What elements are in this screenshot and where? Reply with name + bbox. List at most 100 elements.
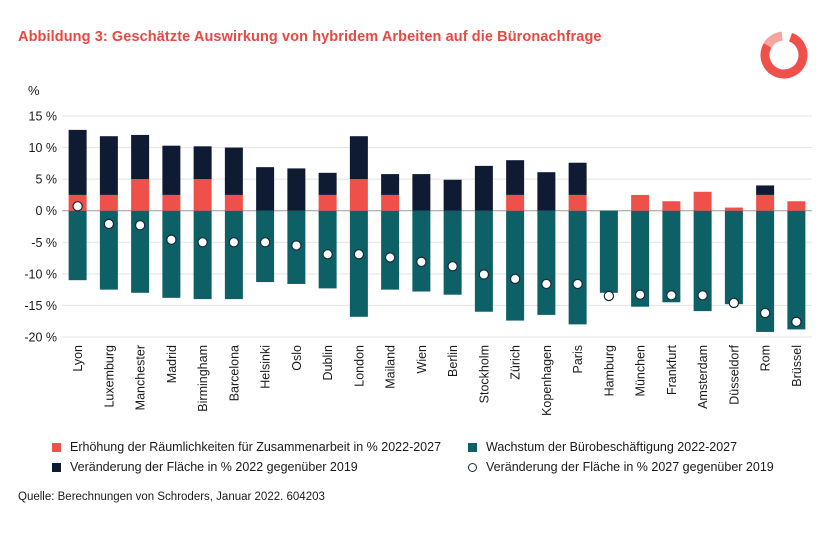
marker-change2027-2 [134, 220, 146, 231]
x-tick-label: Madrid [165, 345, 179, 383]
legend-marker-change2027 [468, 462, 477, 472]
bar-change2019-6 [256, 167, 275, 211]
marker-change2027-14 [509, 273, 521, 285]
x-tick-label: München [634, 345, 648, 396]
x-tick-label: Manchester [134, 345, 148, 410]
legend-swatch-change2019 [52, 462, 61, 472]
bar-growth-14 [506, 210, 525, 321]
bar-change2019-2 [131, 134, 150, 180]
bar-growth-9 [349, 210, 368, 317]
x-tick-label: London [352, 345, 366, 387]
bar-collab-21 [724, 207, 743, 211]
bar-collab-14 [506, 194, 525, 211]
markers [72, 201, 802, 328]
bar-collab-22 [756, 194, 775, 211]
bar-collab-1 [99, 194, 118, 211]
y-tick-label: -5 % [31, 236, 57, 250]
legend-label-change2027: Veränderung der Fläche in % 2027 gegenüb… [486, 460, 774, 474]
bar-growth-16 [568, 210, 587, 325]
bar-growth-23 [787, 210, 806, 330]
chart-canvas: 15 % 10 % 5 % 0 % -5 % -10 % -15 % -20 % Lyon Lu… [24, 110, 812, 416]
legend-item-change2027: Veränderung der Fläche in % 2027 gegenüb… [468, 460, 774, 474]
bar-growth-21 [724, 210, 743, 305]
x-axis: Lyon Luxemburg Manchester Madrid Birmingham B… [71, 344, 804, 415]
marker-change2027-12 [447, 261, 458, 272]
bar-growth-22 [756, 210, 775, 332]
bar-change2019-7 [287, 168, 306, 211]
marker-change2027-20 [697, 290, 708, 301]
bar-change2019-13 [474, 165, 493, 211]
bar-change2019-10 [381, 174, 400, 195]
bar-collab-20 [693, 191, 712, 211]
x-tick-label: Mailand [384, 345, 398, 389]
brand-logo [760, 31, 808, 79]
bar-growth-4 [193, 210, 212, 300]
x-tick-label: Frankfurt [665, 344, 679, 395]
bar-change2019-11 [412, 174, 431, 211]
bar-change2019-15 [537, 172, 556, 211]
y-tick-label: -15 % [24, 299, 57, 313]
marker-change2027-4 [197, 237, 208, 248]
marker-change2027-0 [72, 201, 83, 212]
bar-change2019-9 [349, 136, 368, 180]
bar-growth-2 [131, 210, 150, 293]
x-tick-label: Dublin [321, 345, 335, 380]
x-tick-label: Lyon [71, 345, 85, 372]
bar-collab-4 [193, 179, 212, 211]
bar-growth-0 [68, 210, 87, 281]
bar-growth-15 [537, 210, 556, 315]
grid [62, 115, 812, 338]
bar-growth-19 [662, 210, 681, 303]
x-tick-label: Amsterdam [696, 345, 710, 409]
bar-change2019-22 [756, 185, 775, 195]
legend-swatch-collab [52, 442, 61, 452]
x-tick-label: Zürich [509, 345, 523, 380]
marker-change2027-11 [416, 256, 427, 268]
bar-growth-10 [381, 210, 400, 290]
bar-collab-3 [162, 194, 181, 211]
bars [68, 129, 806, 332]
x-tick-label: Rom [759, 345, 773, 371]
bar-growth-17 [599, 210, 618, 293]
x-tick-label: Hamburg [602, 345, 616, 396]
x-tick-label: Birmingham [196, 345, 210, 412]
marker-change2027-19 [666, 290, 677, 301]
marker-change2027-16 [572, 278, 583, 290]
marker-change2027-7 [291, 240, 302, 251]
marker-change2027-6 [259, 237, 271, 248]
bar-collab-18 [631, 194, 650, 211]
y-tick-label: 0 % [35, 204, 57, 218]
bar-growth-1 [99, 210, 118, 290]
bar-change2019-12 [443, 179, 462, 211]
bar-change2019-5 [224, 147, 243, 195]
bar-collab-9 [349, 179, 368, 211]
marker-change2027-3 [166, 234, 177, 245]
marker-change2027-9 [353, 249, 365, 260]
bar-growth-3 [162, 210, 181, 298]
bar-growth-11 [412, 210, 431, 292]
bar-change2019-3 [162, 145, 181, 195]
legend-label-change2019: Veränderung der Fläche in % 2022 gegenüb… [70, 460, 358, 474]
bar-collab-2 [131, 179, 150, 211]
marker-change2027-18 [634, 289, 646, 300]
chart-title: Abbildung 3: Geschätzte Auswirkung von h… [18, 29, 602, 45]
bar-growth-5 [224, 210, 243, 300]
y-tick-label: 5 % [35, 173, 57, 187]
legend-item-collab: Erhöhung der Räumlichkeiten für Zusammen… [52, 440, 441, 454]
y-tick-label: -10 % [24, 267, 57, 281]
bar-change2019-1 [99, 136, 118, 195]
x-tick-label: Wien [415, 345, 429, 374]
marker-change2027-8 [322, 249, 333, 260]
bar-change2019-16 [568, 162, 587, 195]
x-tick-label: Stockholm [477, 345, 491, 403]
bar-change2019-4 [193, 146, 212, 180]
y-tick-label: -20 % [24, 331, 57, 345]
y-tick-label: 15 % [29, 110, 58, 124]
y-tick-label: 10 % [29, 141, 58, 155]
legend-swatch-growth [468, 442, 477, 452]
marker-change2027-15 [541, 278, 552, 290]
bar-growth-13 [474, 210, 493, 312]
bar-growth-12 [443, 210, 462, 295]
x-tick-label: Oslo [290, 345, 304, 371]
marker-change2027-13 [478, 269, 490, 280]
